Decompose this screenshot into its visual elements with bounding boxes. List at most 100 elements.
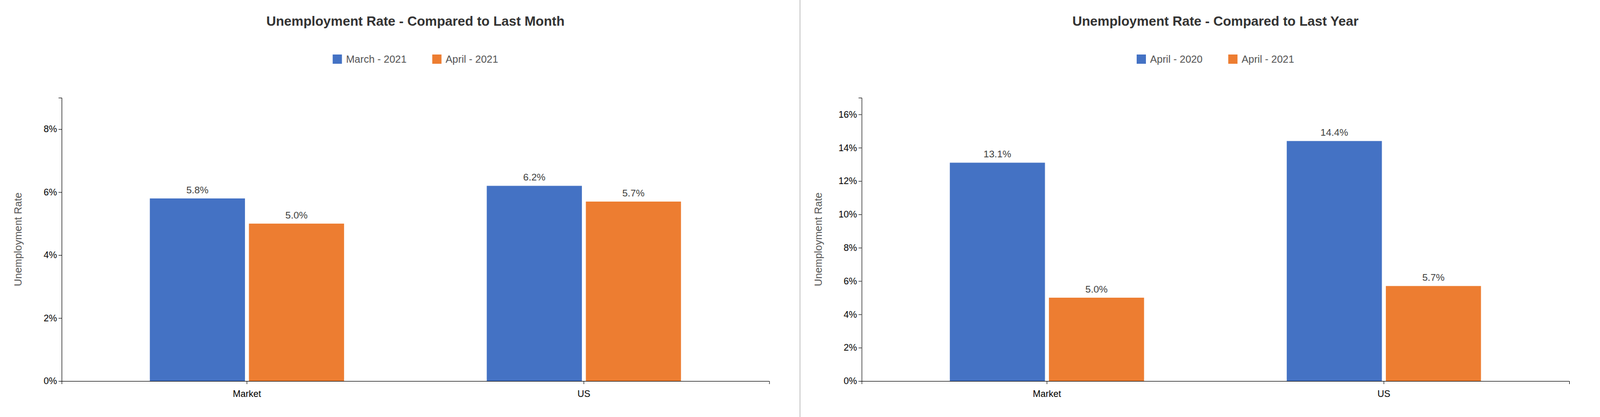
bar xyxy=(1385,285,1481,381)
data-label: 14.4% xyxy=(1320,126,1349,138)
y-tick: 2% xyxy=(43,312,62,324)
y-tick-mark xyxy=(58,192,62,193)
bar xyxy=(949,162,1045,381)
x-tick-mark xyxy=(1383,380,1385,384)
plot-area: 5.8%6.2%5.0%5.7%0%2%4%6%8%MarketUSUnempl… xyxy=(12,98,770,399)
y-tick: 10% xyxy=(838,209,862,220)
x-axis-line xyxy=(62,381,770,385)
y-tick-mark xyxy=(858,380,862,382)
bar xyxy=(249,223,345,381)
y-tick: 16% xyxy=(838,109,862,120)
y-tick-label: 8% xyxy=(43,123,58,135)
y-tick: 0% xyxy=(843,375,862,386)
x-axis: Market US xyxy=(62,380,770,399)
bar xyxy=(486,185,582,381)
data-label: 6.2% xyxy=(523,171,546,183)
legend-swatch xyxy=(1228,54,1238,64)
y-axis-line xyxy=(58,98,63,382)
y-tick: 12% xyxy=(838,175,862,186)
chart-title: Unemployment Rate - Compared to Last Mon… xyxy=(266,13,565,29)
y-axis-title: Unemployment Rate xyxy=(812,192,824,286)
y-tick: 0% xyxy=(43,375,62,386)
y-tick-mark xyxy=(858,280,862,282)
panel: Unemployment Rate - Compared to Last Yea… xyxy=(812,13,1570,399)
data-labels: 5.8%6.2%5.0%5.7% xyxy=(186,171,645,220)
plot-area: 13.1%14.4%5.0%5.7%0%2%4%6%8%10%12%14%16%… xyxy=(812,98,1570,399)
chart-figure: Unemployment Rate - Compared to Last Mon… xyxy=(0,0,1600,417)
y-tick: 6% xyxy=(843,275,862,287)
x-tick: US xyxy=(1377,380,1391,399)
y-tick: 6% xyxy=(43,186,62,198)
legend-item: April - 2021 xyxy=(1228,53,1294,65)
y-tick-mark xyxy=(58,254,62,256)
x-tick: Market xyxy=(1032,380,1062,399)
y-tick-label: 0% xyxy=(43,375,58,386)
y-tick-label: 4% xyxy=(43,249,58,260)
data-label: 5.8% xyxy=(186,184,209,196)
x-tick-mark xyxy=(583,380,585,384)
y-tick: 14% xyxy=(838,142,862,153)
y-tick-mark xyxy=(58,317,62,319)
y-tick-mark xyxy=(858,313,862,315)
y-axis-line xyxy=(858,98,863,382)
data-labels: 13.1%14.4%5.0%5.7% xyxy=(983,126,1445,295)
y-tick-mark xyxy=(58,380,62,382)
y-tick-mark xyxy=(858,247,862,249)
x-tick: US xyxy=(577,380,591,399)
x-tick: Market xyxy=(232,380,261,399)
data-label: 5.0% xyxy=(285,209,308,221)
y-tick-mark xyxy=(858,147,862,148)
y-tick-label: 6% xyxy=(43,186,58,198)
x-tick-label: Market xyxy=(1032,388,1062,399)
y-tick-mark xyxy=(858,347,862,348)
legend-item: March - 2021 xyxy=(332,53,407,65)
y-tick: 4% xyxy=(43,249,62,260)
legend-item: April - 2020 xyxy=(1136,53,1203,65)
x-tick-label: US xyxy=(1377,388,1391,399)
y-tick-label: 2% xyxy=(43,312,58,324)
y-tick-label: 0% xyxy=(843,375,857,386)
bar xyxy=(149,198,246,381)
bar xyxy=(1048,297,1144,381)
bar xyxy=(1286,140,1382,381)
y-tick: 2% xyxy=(843,342,862,353)
y-tick-mark xyxy=(858,114,862,115)
y-tick-label: 14% xyxy=(838,142,857,153)
y-tick-mark xyxy=(858,180,862,182)
y-axis: 0%2%4%6%8%10%12%14%16% xyxy=(838,98,862,387)
page: {"chart_data": [ {"type": "bar", "title"… xyxy=(0,0,1600,417)
x-axis-line xyxy=(861,381,1570,385)
y-tick-label: 10% xyxy=(838,209,857,220)
data-label: 5.0% xyxy=(1085,283,1108,295)
bars xyxy=(949,140,1481,381)
x-tick-label: US xyxy=(577,388,591,399)
legend-label: April - 2020 xyxy=(1150,53,1203,65)
y-tick-label: 16% xyxy=(838,109,857,120)
x-tick-mark xyxy=(246,380,248,384)
y-tick: 8% xyxy=(43,123,62,135)
x-tick-mark xyxy=(1046,380,1048,384)
y-tick-label: 4% xyxy=(843,309,857,320)
legend-swatch xyxy=(332,54,343,64)
x-axis: Market US xyxy=(861,380,1570,399)
y-axis-title: Unemployment Rate xyxy=(12,192,24,286)
y-tick-mark xyxy=(58,128,62,130)
y-tick-label: 6% xyxy=(843,275,857,287)
legend-label: March - 2021 xyxy=(346,53,407,65)
bars xyxy=(149,185,682,381)
legend-swatch xyxy=(432,54,442,64)
panel: Unemployment Rate - Compared to Last Mon… xyxy=(12,13,770,399)
bar xyxy=(586,201,682,381)
divider xyxy=(799,0,801,417)
y-tick-mark xyxy=(858,214,862,215)
y-tick: 4% xyxy=(843,309,862,320)
legend: April - 2020 April - 2021 xyxy=(1136,53,1295,65)
chart-title: Unemployment Rate - Compared to Last Yea… xyxy=(1072,13,1359,29)
x-tick-label: Market xyxy=(232,388,261,399)
legend-label: April - 2021 xyxy=(445,53,499,65)
y-axis: 0% 2% 4% 6% 8% xyxy=(43,98,63,387)
legend: March - 2021 April - 2021 xyxy=(332,53,499,65)
y-tick-label: 2% xyxy=(843,342,857,353)
data-label: 5.7% xyxy=(1422,271,1445,283)
legend-swatch xyxy=(1136,54,1146,64)
